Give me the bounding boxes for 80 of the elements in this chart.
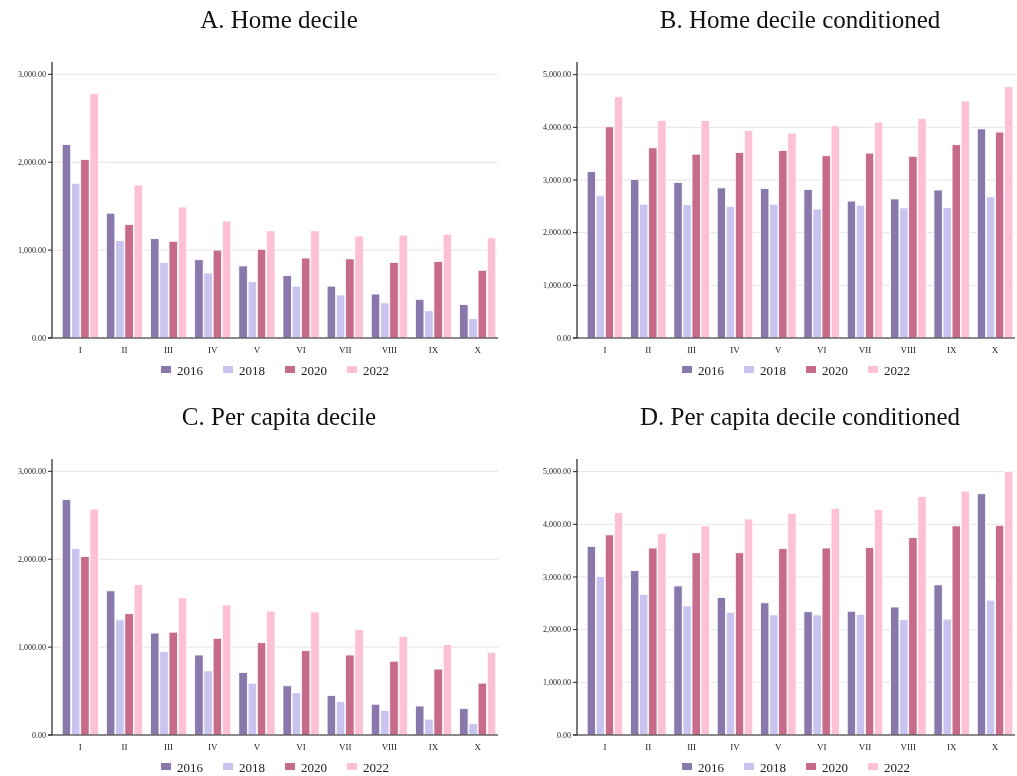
x-tick-label: VIII	[900, 345, 917, 355]
x-tick-label: IV	[730, 742, 741, 752]
x-tick-label: IX	[428, 742, 439, 752]
legend-label: 2018	[239, 362, 265, 378]
y-tick-label: 2,000.00	[543, 228, 571, 238]
x-tick-label: VI	[296, 345, 306, 355]
x-tick-label: VII	[338, 742, 352, 752]
x-tick-label: VII	[858, 742, 872, 752]
x-tick-label: IV	[208, 742, 219, 752]
x-tick-label: V	[253, 742, 261, 752]
y-tick-label: 3,000.00	[543, 572, 571, 582]
x-tick-label: VIII	[900, 742, 917, 752]
y-tick-label: 0.00	[32, 333, 46, 343]
x-tick-label: II	[121, 345, 128, 355]
legend-label: 2020	[822, 759, 848, 775]
x-tick-label: I	[78, 345, 82, 355]
y-tick-label: 1,000.00	[18, 642, 46, 652]
x-tick-label: X	[474, 345, 482, 355]
legend-label: 2022	[884, 362, 910, 378]
y-tick-label: 2,000.00	[18, 554, 46, 564]
legend-label: 2020	[301, 362, 327, 378]
x-tick-label: III	[164, 345, 174, 355]
legend-label: 2022	[363, 759, 389, 775]
chart-title: D. Per capita decile conditioned	[639, 403, 961, 430]
x-tick-label: III	[687, 345, 697, 355]
y-tick-label: 3,000.00	[543, 175, 571, 185]
x-tick-label: VI	[816, 742, 827, 752]
legend-label: 2016	[698, 759, 725, 775]
legend-label: 2022	[363, 362, 389, 378]
legend-label: 2018	[760, 759, 786, 775]
x-tick-label: II	[645, 345, 652, 355]
x-tick-label: I	[603, 742, 607, 752]
legend-label: 2016	[177, 362, 204, 378]
y-tick-label: 4,000.00	[543, 122, 571, 132]
x-tick-label: IV	[730, 345, 741, 355]
x-tick-label: VI	[816, 345, 827, 355]
x-tick-label: V	[253, 345, 261, 355]
x-tick-label: VIII	[381, 742, 398, 752]
y-tick-label: 2,000.00	[543, 625, 571, 635]
y-tick-label: 3,000.00	[18, 466, 46, 476]
chart-title: A. Home decile	[200, 6, 358, 33]
x-tick-label: III	[687, 742, 697, 752]
legend-label: 2020	[301, 759, 327, 775]
y-tick-label: 5,000.00	[543, 467, 571, 477]
x-tick-label: V	[775, 742, 783, 752]
x-tick-label: X	[991, 742, 999, 752]
x-tick-label: II	[121, 742, 128, 752]
y-tick-label: 2,000.00	[18, 157, 46, 167]
x-tick-label: I	[603, 345, 607, 355]
y-tick-label: 1,000.00	[543, 677, 571, 687]
x-tick-label: III	[164, 742, 174, 752]
x-tick-label: X	[474, 742, 482, 752]
chart-title: C. Per capita decile	[181, 403, 377, 430]
x-tick-label: IX	[946, 742, 957, 752]
x-tick-label: II	[645, 742, 652, 752]
x-tick-label: VII	[338, 345, 352, 355]
legend-label: 2022	[884, 759, 910, 775]
x-tick-label: IV	[208, 345, 219, 355]
x-tick-label: VI	[296, 742, 306, 752]
y-tick-label: 5,000.00	[543, 70, 571, 80]
legend-label: 2016	[177, 759, 204, 775]
y-tick-label: 4,000.00	[543, 519, 571, 529]
y-tick-label: 0.00	[557, 730, 571, 740]
legend-label: 2016	[698, 362, 725, 378]
y-tick-label: 0.00	[32, 730, 46, 740]
legend-label: 2018	[760, 362, 786, 378]
chart-title: B. Home decile conditioned	[659, 6, 941, 33]
x-tick-label: IX	[428, 345, 439, 355]
legend-label: 2018	[239, 759, 265, 775]
y-tick-label: 1,000.00	[543, 280, 571, 290]
x-tick-label: V	[775, 345, 783, 355]
x-tick-label: VIII	[381, 345, 398, 355]
x-tick-label: X	[991, 345, 999, 355]
x-tick-label: IX	[946, 345, 957, 355]
x-tick-label: I	[78, 742, 82, 752]
x-tick-label: VII	[858, 345, 872, 355]
y-tick-label: 3,000.00	[18, 69, 46, 79]
legend-label: 2020	[822, 362, 848, 378]
y-tick-label: 1,000.00	[18, 245, 46, 255]
y-tick-label: 0.00	[557, 333, 571, 343]
